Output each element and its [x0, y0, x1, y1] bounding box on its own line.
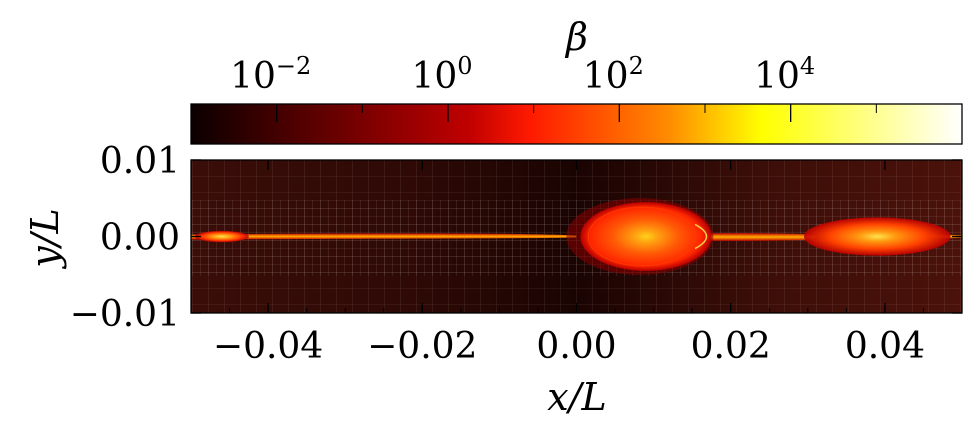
y-tick-label: −0.01 — [70, 294, 180, 335]
x-tick-labels: −0.04 −0.02 0.00 0.02 0.04 — [213, 326, 925, 367]
y-ticks — [191, 159, 962, 314]
colorbar-tick-label: 10−2 — [230, 52, 311, 97]
colorbar-label: β — [564, 15, 588, 59]
colorbar: 10−2 100 102 104 β — [190, 15, 963, 145]
colorbar-tick-label: 104 — [754, 52, 815, 97]
heatmap-panel: −0.04 −0.02 0.00 0.02 0.04 0.01 0.00 −0.01 — [70, 141, 963, 367]
y-tick-label: 0.01 — [100, 141, 180, 182]
plasmoid-boundary — [587, 206, 697, 267]
x-axis-label: x/L — [547, 375, 606, 419]
plasmoid — [803, 217, 951, 256]
plasmoid-cusp — [694, 223, 708, 250]
x-tick-label: 0.00 — [536, 326, 616, 367]
colorbar-gradient — [190, 103, 963, 145]
current-sheet-left — [191, 233, 577, 240]
x-tick-label: 0.02 — [691, 326, 771, 367]
plasmoid — [194, 230, 249, 243]
y-axis-label: y/L — [23, 208, 67, 270]
colorbar-tick-labels: 10−2 100 102 104 — [230, 52, 815, 97]
colorbar-ticks — [190, 104, 877, 122]
current-sheet-middle — [692, 233, 816, 241]
plasmoids — [194, 198, 951, 275]
y-tick-label: 0.00 — [100, 218, 180, 259]
x-tick-label: 0.04 — [845, 326, 925, 367]
x-ticks — [190, 160, 963, 313]
colorbar-tick-label: 102 — [583, 52, 644, 97]
colorbar-tick-label: 100 — [411, 52, 472, 97]
y-tick-labels: 0.01 0.00 −0.01 — [70, 141, 180, 335]
x-tick-label: −0.04 — [213, 326, 323, 367]
plasmoid — [580, 202, 712, 271]
x-tick-label: −0.02 — [367, 326, 477, 367]
